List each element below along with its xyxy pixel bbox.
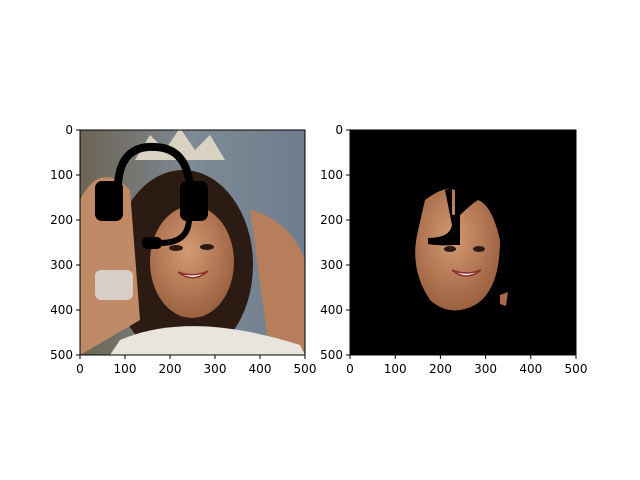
xtick-label: 0 bbox=[346, 362, 354, 376]
ytick-label: 300 bbox=[320, 258, 343, 272]
masked-face-image bbox=[350, 130, 576, 355]
xtick-label: 200 bbox=[159, 362, 182, 376]
xtick-label: 500 bbox=[565, 362, 588, 376]
ytick-label: 400 bbox=[320, 303, 343, 317]
ytick-label: 100 bbox=[320, 168, 343, 182]
xtick-label: 400 bbox=[519, 362, 542, 376]
left-image-panel bbox=[79, 129, 306, 356]
xtick-label: 300 bbox=[474, 362, 497, 376]
xtick-label: 100 bbox=[114, 362, 137, 376]
ytick-label: 100 bbox=[50, 168, 73, 182]
xtick-label: 200 bbox=[429, 362, 452, 376]
ytick-label: 0 bbox=[65, 123, 73, 137]
xtick-label: 300 bbox=[204, 362, 227, 376]
ytick-label: 200 bbox=[320, 213, 343, 227]
right-image-panel bbox=[349, 129, 577, 356]
ytick-label: 400 bbox=[50, 303, 73, 317]
ytick-label: 500 bbox=[50, 348, 73, 362]
ytick-label: 500 bbox=[320, 348, 343, 362]
ytick-label: 200 bbox=[50, 213, 73, 227]
headset-overlay bbox=[95, 142, 208, 249]
right-axes-frame bbox=[349, 129, 577, 356]
ytick-label: 300 bbox=[50, 258, 73, 272]
xtick-label: 500 bbox=[294, 362, 317, 376]
photo-with-headset bbox=[80, 130, 305, 355]
ytick-label: 0 bbox=[335, 123, 343, 137]
left-axes-frame bbox=[79, 129, 306, 356]
xtick-label: 100 bbox=[384, 362, 407, 376]
xtick-label: 400 bbox=[249, 362, 272, 376]
xtick-label: 0 bbox=[76, 362, 84, 376]
